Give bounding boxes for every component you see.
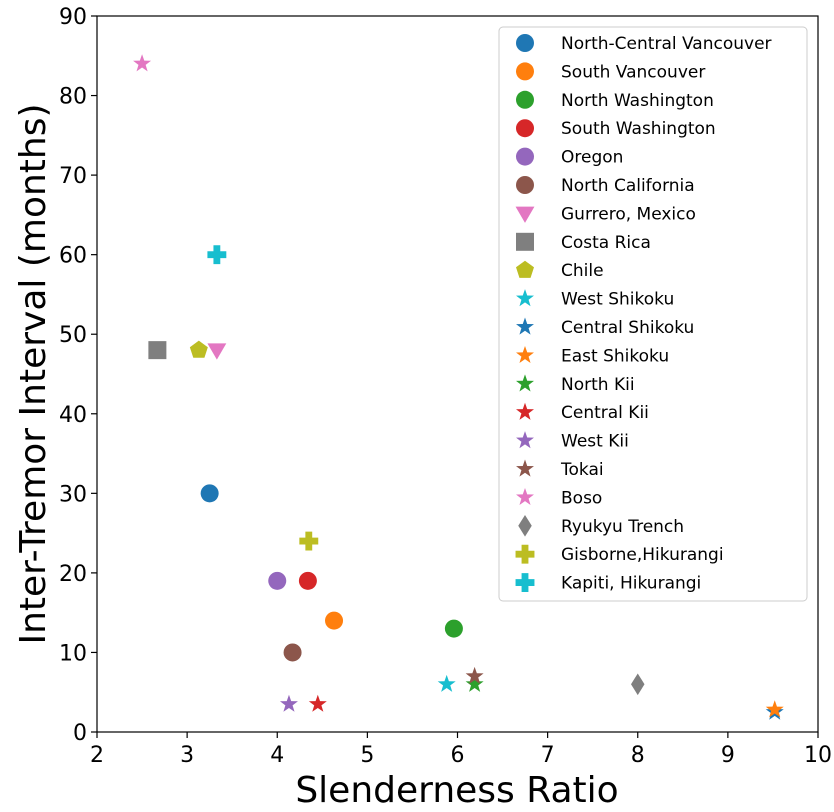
y-tick-label: 70 xyxy=(59,164,87,189)
legend-marker xyxy=(516,119,534,138)
data-point-kapiti-hikurangi xyxy=(207,245,227,265)
legend-label: Tokai xyxy=(560,460,604,480)
x-axis-label: Slenderness Ratio xyxy=(295,770,618,808)
y-tick-label: 40 xyxy=(59,403,87,428)
legend-label: South Washington xyxy=(561,119,716,139)
data-point-gisborne-hikurangi xyxy=(299,531,319,551)
legend-marker xyxy=(516,317,534,335)
y-tick-label: 0 xyxy=(73,721,87,746)
data-point-north-washington xyxy=(444,619,463,638)
legend-label: Boso xyxy=(561,488,602,508)
legend-marker xyxy=(516,260,534,278)
legend-label: Central Kii xyxy=(561,403,649,423)
y-axis-label: Inter-Tremor Interval (months) xyxy=(13,103,54,644)
legend-label: North Washington xyxy=(561,91,714,111)
x-tick-label: 9 xyxy=(721,743,735,768)
legend-label: Chile xyxy=(561,261,604,281)
data-point-north-kii xyxy=(465,674,484,692)
legend-label: North-Central Vancouver xyxy=(561,34,772,54)
legend-label: North Kii xyxy=(561,375,635,395)
y-tick-label: 50 xyxy=(59,323,87,348)
x-tick-label: 4 xyxy=(270,743,284,768)
data-point-north-central-vancouver xyxy=(200,484,219,503)
legend-marker xyxy=(516,374,534,392)
legend-marker xyxy=(516,402,534,420)
legend-marker xyxy=(518,515,532,537)
plot-area xyxy=(133,54,784,720)
legend-label: West Shikoku xyxy=(561,290,674,310)
data-point-oregon xyxy=(268,571,287,590)
legend-marker xyxy=(516,34,534,52)
legend-marker xyxy=(516,147,534,166)
y-tick-label: 60 xyxy=(59,244,87,269)
legend-label: Costa Rica xyxy=(561,233,651,253)
legend-marker xyxy=(515,544,535,564)
legend: North-Central Vancouver South Vancouver No… xyxy=(498,26,808,602)
legend-label: West Kii xyxy=(561,432,629,452)
data-point-east-shikoku xyxy=(765,700,784,718)
y-tick-label: 10 xyxy=(59,641,87,666)
legend-marker xyxy=(516,345,534,364)
data-point-gurrero-mexico xyxy=(207,343,227,360)
data-point-costa-rica xyxy=(148,341,167,360)
y-tick-label: 30 xyxy=(59,482,87,507)
data-point-central-kii xyxy=(308,694,327,712)
y-tick-label: 90 xyxy=(59,5,87,30)
legend-marker xyxy=(515,206,535,223)
y-tick-label: 20 xyxy=(59,562,87,587)
legend-marker xyxy=(516,487,534,506)
legend-label: Oregon xyxy=(561,148,623,168)
legend-marker xyxy=(516,176,534,194)
data-point-west-shikoku xyxy=(437,674,456,692)
x-tick-label: 6 xyxy=(451,743,465,768)
data-point-north-california xyxy=(283,643,302,662)
x-tick-label: 5 xyxy=(360,743,374,768)
legend-label: South Vancouver xyxy=(561,62,705,82)
data-point-west-kii xyxy=(279,694,298,712)
data-point-tokai xyxy=(465,666,484,684)
x-tick-label: 8 xyxy=(631,743,645,768)
data-point-boso xyxy=(133,54,152,72)
x-tick-label: 2 xyxy=(90,743,104,768)
legend-label: Ryukyu Trench xyxy=(561,517,684,537)
legend-label: Central Shikoku xyxy=(561,318,694,338)
legend-label: East Shikoku xyxy=(561,346,669,366)
legend-box xyxy=(498,26,808,602)
data-point-ryukyu-trench xyxy=(631,673,645,696)
y-tick-label: 80 xyxy=(59,85,87,110)
legend-marker xyxy=(516,232,534,251)
legend-label: Kapiti, Hikurangi xyxy=(561,574,701,594)
legend-marker xyxy=(516,62,534,81)
legend-label: Gisborne,Hikurangi xyxy=(561,545,724,565)
legend-marker xyxy=(516,90,534,109)
x-tick-label: 7 xyxy=(541,743,555,768)
data-point-chile xyxy=(189,340,208,358)
legend-marker xyxy=(516,459,534,477)
legend-marker xyxy=(516,289,534,307)
data-point-south-washington xyxy=(298,571,317,590)
legend-label: Gurrero, Mexico xyxy=(561,204,696,224)
data-point-south-vancouver xyxy=(325,611,344,630)
x-tick-label: 10 xyxy=(804,743,832,768)
legend-label: North California xyxy=(561,176,695,196)
legend-marker xyxy=(516,431,534,449)
legend-marker xyxy=(515,573,535,593)
x-tick-label: 3 xyxy=(180,743,194,768)
axes: 2 3 4 5 6 7 8 9 10 0 10 20 30 40 50 60 70 80 90 xyxy=(59,5,832,768)
